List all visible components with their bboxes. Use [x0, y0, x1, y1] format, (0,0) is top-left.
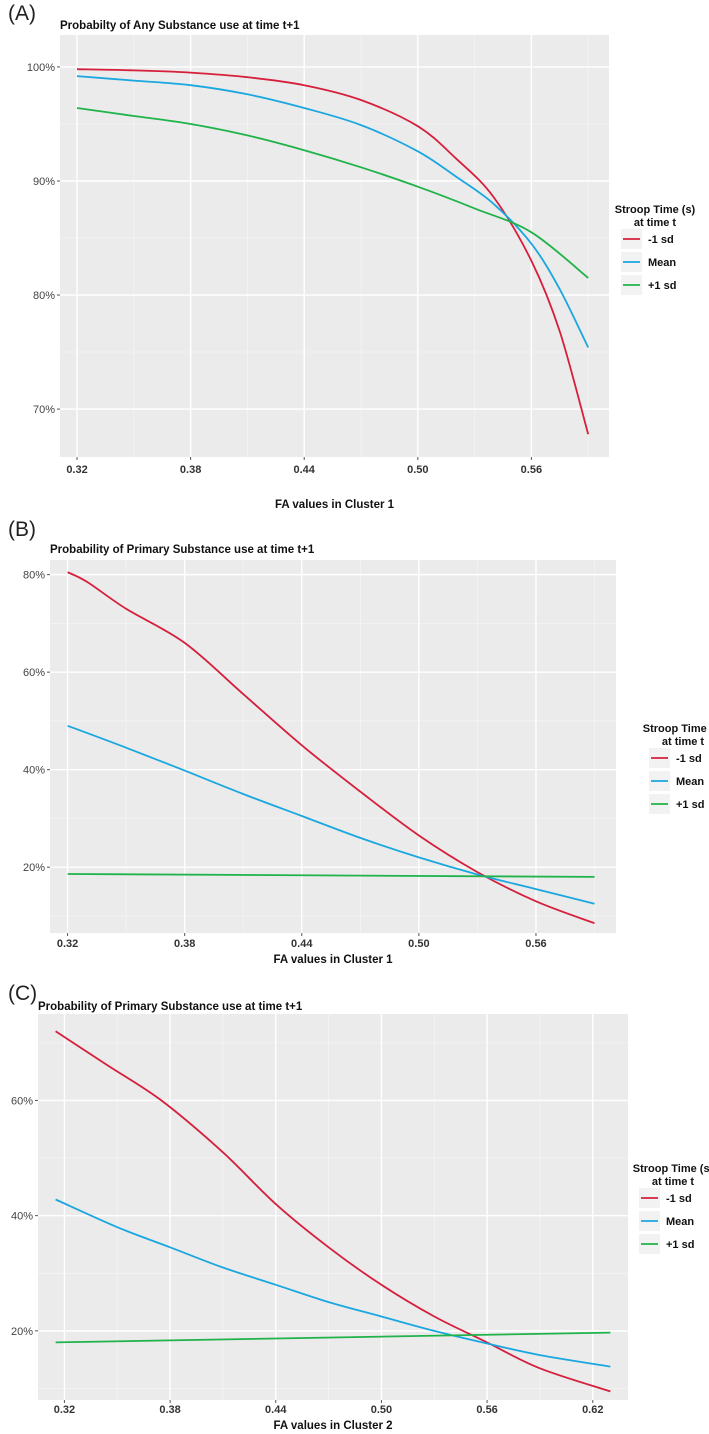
x-tick-label: 0.38: [180, 464, 201, 476]
y-tick-label: 60%: [11, 1095, 33, 1107]
y-tick-label: 40%: [11, 1211, 33, 1223]
legend-label: -1 sd: [676, 753, 702, 765]
legend-title: Stroop Time (s): [615, 204, 696, 216]
chart-panel: (A) Probabilty of Any Substance use at ti…: [8, 2, 696, 511]
plot-background: [50, 560, 616, 933]
legend-label: -1 sd: [648, 234, 674, 246]
series-line-mean: [76, 75, 590, 348]
x-axis-label: FA values in Cluster 1: [273, 954, 393, 966]
legend-title: Stroop Time (s): [643, 723, 709, 735]
panel-letter: (C): [8, 982, 37, 1005]
series-line-1-sd: [67, 873, 595, 878]
chart-panel: (B) Probability of Primary Substance use …: [8, 518, 709, 966]
series-line-1-sd: [76, 68, 590, 435]
y-tick-label: 20%: [23, 862, 45, 874]
x-tick-label: 0.32: [57, 938, 78, 950]
x-tick-label: 0.56: [525, 938, 546, 950]
panel-letter: (A): [8, 2, 36, 25]
y-tick-label: 20%: [11, 1326, 33, 1338]
chart-title: Probabilty of Any Substance use at time …: [60, 20, 300, 32]
legend-label: +1 sd: [666, 1239, 694, 1251]
x-tick-label: 0.44: [265, 1404, 287, 1416]
legend-label: Mean: [648, 257, 676, 269]
chart-title: Probability of Primary Substance use at …: [38, 1001, 303, 1013]
x-tick-label: 0.50: [371, 1404, 392, 1416]
y-tick-label: 80%: [33, 290, 55, 302]
series-line-1-sd: [67, 571, 595, 925]
x-tick-label: 0.50: [407, 464, 428, 476]
legend-title: at time t: [662, 736, 705, 748]
x-tick-label: 0.38: [174, 938, 195, 950]
x-tick-label: 0.38: [159, 1404, 180, 1416]
chart-panel: (C)Probability of Primary Substance use …: [8, 982, 709, 1432]
x-tick-label: 0.56: [476, 1404, 497, 1416]
legend-label: -1 sd: [666, 1193, 692, 1205]
x-tick-label: 0.44: [293, 464, 315, 476]
panel-letter: (B): [8, 518, 36, 541]
gridlines: [60, 35, 609, 457]
legend-label: Mean: [666, 1216, 694, 1228]
series-line-1-sd: [55, 1030, 611, 1393]
legend: Stroop Time (s)at time t -1 sd Mean +1 sd: [615, 204, 696, 295]
x-tick-label: 0.32: [54, 1404, 75, 1416]
y-tick-label: 60%: [23, 667, 45, 679]
legend: Stroop Time (s)at time t -1 sd Mean +1 sd: [633, 1163, 709, 1254]
series-line-mean: [55, 1198, 611, 1368]
legend-label: +1 sd: [676, 799, 704, 811]
y-tick-label: 40%: [23, 765, 45, 777]
series-line-1-sd: [76, 107, 589, 279]
legend: Stroop Time (s)at time t -1 sd Mean +1 sd: [643, 723, 709, 814]
x-axis-label: FA values in Cluster 2: [273, 1420, 392, 1432]
x-tick-label: 0.32: [66, 464, 87, 476]
x-tick-label: 0.56: [521, 464, 542, 476]
legend-label: +1 sd: [648, 280, 676, 292]
series-line-mean: [67, 724, 595, 905]
legend-label: Mean: [676, 776, 704, 788]
plot-background: [38, 1014, 628, 1400]
chart-title: Probability of Primary Substance use at …: [50, 544, 315, 556]
y-tick-label: 80%: [23, 570, 45, 582]
y-tick-label: 70%: [33, 404, 55, 416]
legend-title: Stroop Time (s): [633, 1163, 709, 1175]
x-tick-label: 0.44: [291, 938, 313, 950]
legend-title: at time t: [652, 1176, 695, 1188]
plot-background: [60, 35, 609, 457]
x-axis-label: FA values in Cluster 1: [275, 499, 395, 511]
y-tick-label: 90%: [33, 176, 55, 188]
y-tick-label: 100%: [27, 62, 55, 74]
x-tick-label: 0.50: [408, 938, 429, 950]
legend-title: at time t: [634, 217, 677, 229]
series-line-1-sd: [55, 1331, 611, 1344]
x-tick-label: 0.62: [582, 1404, 603, 1416]
